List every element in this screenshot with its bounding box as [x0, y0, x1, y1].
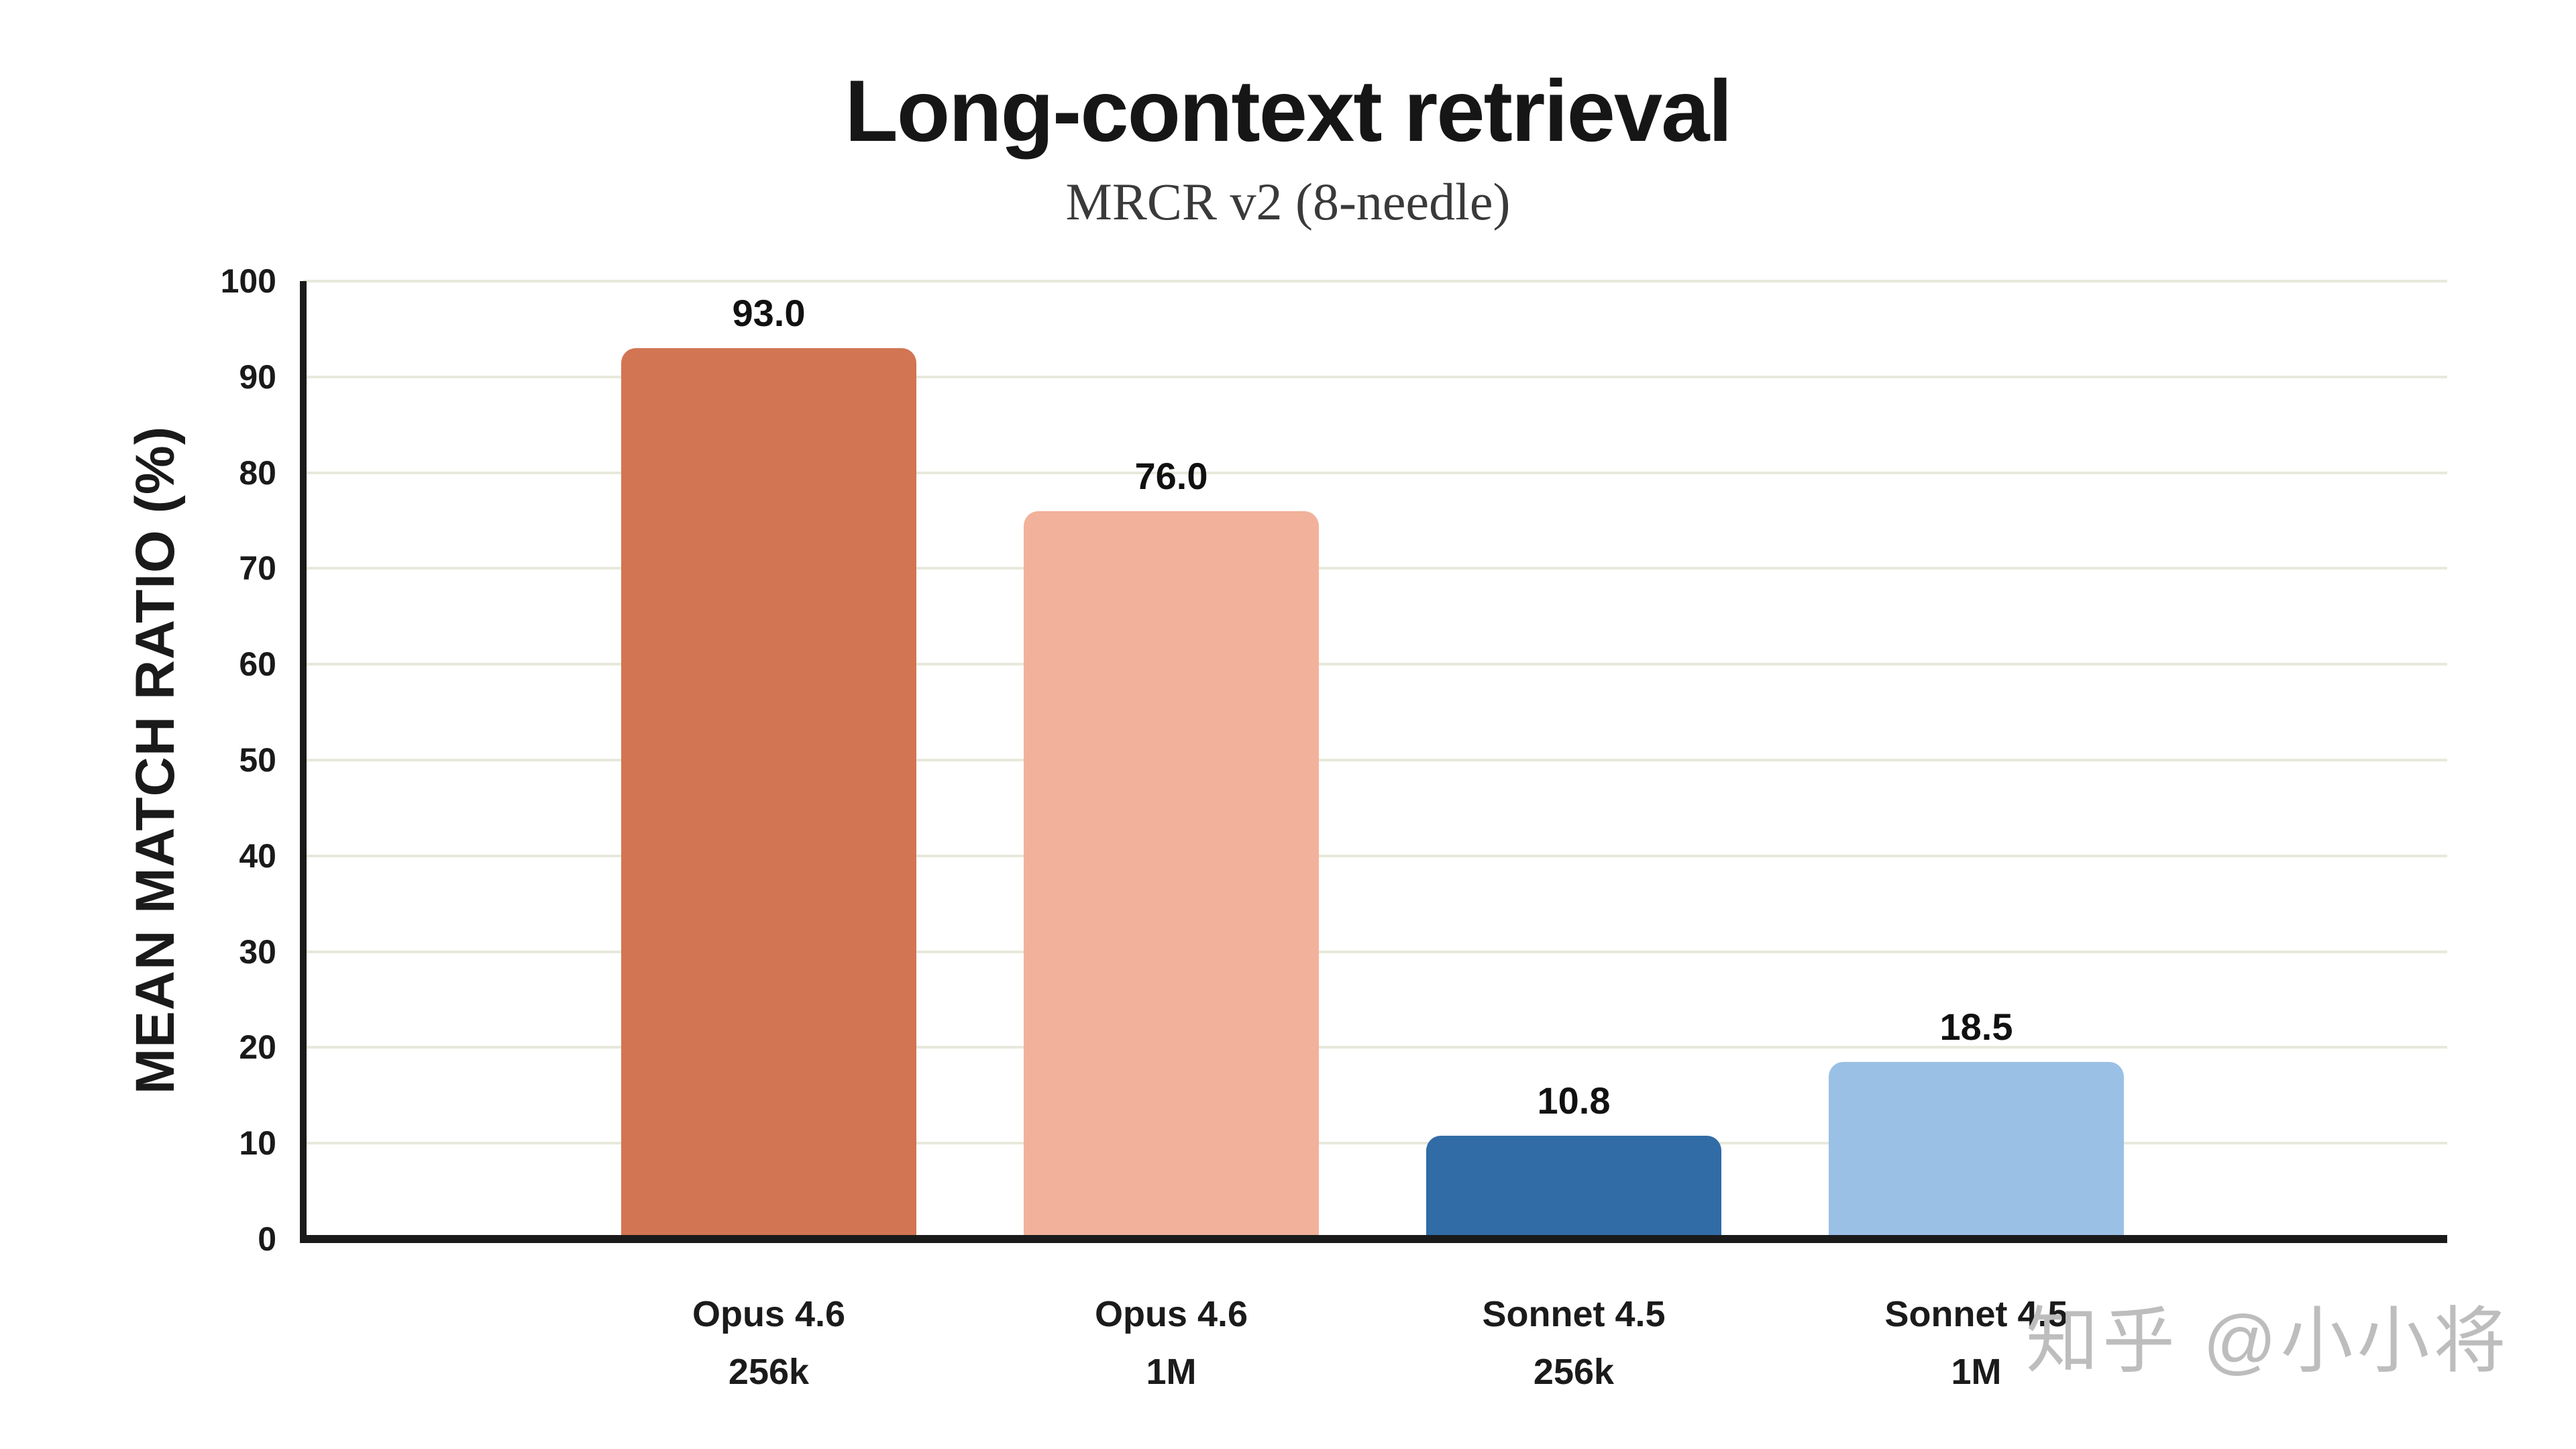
gridline-80: [303, 471, 2447, 474]
y-tick-50: 50: [239, 741, 276, 779]
gridline-100: [303, 280, 2447, 282]
category-model: Opus 4.6: [1094, 1294, 1248, 1334]
gridline-90: [303, 375, 2447, 378]
y-tick-100: 100: [220, 262, 276, 300]
gridline-70: [303, 567, 2447, 570]
zhihu-watermark: 知乎 @小小将: [2026, 1300, 2510, 1381]
gridline-10: [303, 1142, 2447, 1145]
category-model: Sonnet 4.5: [1884, 1294, 2068, 1334]
category-label-opus46-1m: Opus 4.6 1M: [957, 1285, 1386, 1401]
bar-sonnet45-1m: [1829, 1061, 2124, 1239]
y-tick-20: 20: [239, 1028, 276, 1067]
bar-value-label: 18.5: [1939, 1005, 2013, 1048]
category-context: 256k: [1533, 1352, 1615, 1392]
y-tick-90: 90: [239, 358, 276, 396]
y-tick-0: 0: [258, 1220, 276, 1258]
x-category-labels: Opus 4.6 256k Opus 4.6 1M Sonnet 4.5 256…: [303, 1285, 2447, 1419]
category-model: Sonnet 4.5: [1482, 1294, 1666, 1334]
gridline-60: [303, 663, 2447, 666]
gridline-40: [303, 854, 2447, 857]
category-model: Opus 4.6: [692, 1294, 846, 1334]
category-context: 1M: [1146, 1352, 1197, 1392]
y-tick-30: 30: [239, 932, 276, 971]
y-axis-line: [300, 281, 307, 1243]
category-label-sonnet45-1m: Sonnet 4.5 1M: [1762, 1285, 2191, 1401]
bar-opus46-1m: [1024, 511, 1319, 1239]
bar-opus46-256k: [621, 347, 916, 1239]
y-tick-80: 80: [239, 453, 276, 492]
y-tick-labels: 0 10 20 30 40 50 60 70 80 90 100: [0, 264, 276, 1256]
chart-title: Long-context retrieval: [845, 62, 1732, 160]
category-label-opus46-256k: Opus 4.6 256k: [554, 1285, 983, 1401]
gridline-30: [303, 950, 2447, 953]
plot-area: 93.0 76.0 10.8 18.5: [300, 280, 2447, 1243]
category-context: 1M: [1951, 1352, 2002, 1392]
bar-sonnet45-256k: [1426, 1135, 1721, 1239]
y-tick-10: 10: [239, 1124, 276, 1163]
y-tick-70: 70: [239, 549, 276, 588]
bar-value-label: 76.0: [1134, 454, 1208, 497]
y-tick-40: 40: [239, 837, 276, 875]
bar-value-label: 10.8: [1537, 1079, 1611, 1122]
gridline-50: [303, 759, 2447, 761]
x-axis-line: [300, 1235, 2447, 1243]
chart-subtitle: MRCR v2 (8-needle): [1065, 172, 1511, 231]
gridline-20: [303, 1046, 2447, 1049]
category-label-sonnet45-256k: Sonnet 4.5 256k: [1359, 1285, 1788, 1401]
y-tick-60: 60: [239, 645, 276, 684]
bar-value-label: 93.0: [732, 291, 806, 334]
category-context: 256k: [728, 1352, 810, 1392]
